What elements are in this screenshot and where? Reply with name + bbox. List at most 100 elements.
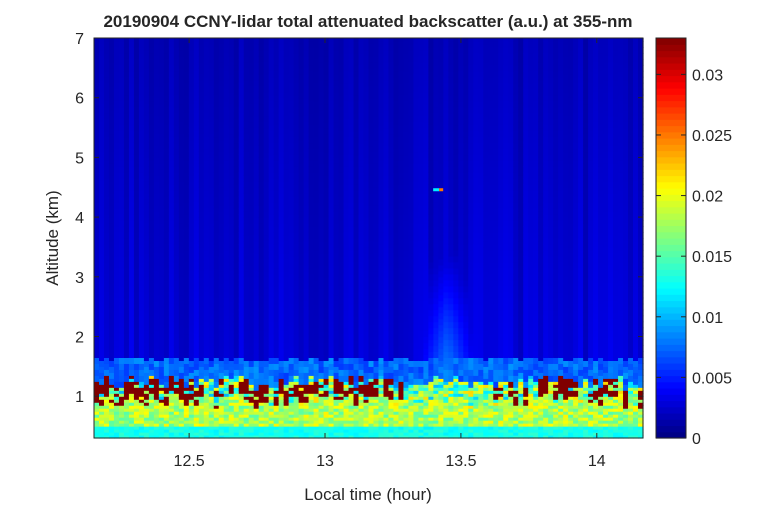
heatmap-cell (248, 384, 255, 388)
heatmap-cell (118, 220, 125, 227)
heatmap-cell (343, 40, 350, 48)
heatmap-cell (94, 160, 100, 167)
heatmap-cell (248, 175, 255, 182)
heatmap-cell (248, 426, 255, 430)
heatmap-cell (323, 276, 330, 284)
heatmap-cell (218, 264, 225, 272)
heatmap-cell (103, 357, 110, 364)
heatmap-cell (378, 220, 385, 227)
heatmap-cell (263, 229, 270, 236)
heatmap-cell (183, 154, 190, 161)
heatmap-cell (138, 160, 145, 167)
heatmap-cell (388, 61, 395, 69)
heatmap-cell (193, 46, 200, 54)
heatmap-cell (108, 205, 115, 212)
heatmap-cell (193, 249, 200, 257)
heatmap-cell (98, 411, 105, 415)
heatmap-cell (198, 205, 205, 212)
heatmap-cell (338, 38, 345, 42)
heatmap-cell (373, 193, 380, 200)
heatmap-cell (203, 124, 210, 132)
heatmap-cell (318, 79, 325, 87)
heatmap-cell (108, 127, 115, 135)
heatmap-cell (263, 175, 270, 182)
heatmap-cell (108, 73, 115, 81)
heatmap-cell (123, 166, 130, 173)
heatmap-cell (208, 229, 215, 236)
heatmap-cell (258, 235, 265, 242)
heatmap-cell (323, 423, 330, 427)
heatmap-cell (113, 172, 120, 179)
heatmap-cell (303, 240, 310, 248)
heatmap-cell (333, 163, 340, 170)
heatmap-cell (383, 318, 390, 326)
heatmap-cell (173, 414, 180, 418)
heatmap-cell (318, 73, 325, 81)
heatmap-cell (383, 246, 390, 254)
heatmap-cell (288, 393, 295, 397)
heatmap-cell (368, 381, 375, 385)
heatmap-cell (198, 411, 205, 415)
heatmap-cell (343, 214, 350, 221)
heatmap-cell (348, 38, 355, 42)
heatmap-cell (163, 38, 170, 42)
heatmap-cell (333, 205, 340, 212)
heatmap-cell (343, 160, 350, 167)
heatmap-cell (403, 46, 410, 54)
heatmap-cell (193, 136, 200, 144)
heatmap-cell (293, 429, 300, 433)
heatmap-cell (368, 115, 375, 123)
heatmap-cell (103, 243, 110, 251)
heatmap-cell (213, 190, 220, 197)
heatmap-cell (268, 148, 275, 156)
heatmap-cell (238, 208, 245, 215)
heatmap-cell (143, 399, 150, 403)
heatmap-cell (103, 408, 110, 412)
heatmap-cell (188, 252, 195, 260)
heatmap-cell (358, 226, 365, 233)
heatmap-cell (283, 145, 290, 153)
heatmap-cell (258, 163, 265, 170)
heatmap-cell (293, 327, 300, 335)
heatmap-cell (228, 73, 235, 81)
heatmap-cell (218, 49, 225, 57)
heatmap-cell (243, 399, 250, 403)
heatmap-cell (363, 288, 370, 296)
heatmap-cell (213, 321, 220, 329)
heatmap-cell (283, 109, 290, 117)
heatmap-cell (318, 300, 325, 308)
heatmap-cell (158, 115, 165, 123)
heatmap-cell (163, 285, 170, 293)
heatmap-cell (233, 214, 240, 221)
heatmap-cell (238, 420, 245, 424)
heatmap-cell (383, 414, 390, 418)
heatmap-cell (193, 297, 200, 305)
heatmap-cell (233, 70, 240, 78)
heatmap-cell (198, 73, 205, 81)
heatmap-cell (258, 61, 265, 69)
heatmap-cell (128, 411, 135, 415)
heatmap-cell (183, 226, 190, 233)
heatmap-cell (313, 363, 320, 370)
heatmap-cell (263, 378, 270, 385)
heatmap-cell (188, 258, 195, 266)
heatmap-cell (188, 121, 195, 129)
heatmap-cell (268, 249, 275, 257)
heatmap-cell (193, 381, 200, 388)
heatmap-cell (168, 285, 175, 293)
heatmap-cell (208, 405, 215, 409)
heatmap-cell (293, 94, 300, 102)
heatmap-cell (333, 55, 340, 63)
heatmap-cell (368, 145, 375, 153)
heatmap-cell (378, 420, 385, 424)
heatmap-cell (263, 270, 270, 278)
heatmap-cell (408, 217, 415, 224)
heatmap-cell (228, 43, 235, 51)
heatmap-cell (168, 339, 175, 347)
heatmap-cell (393, 46, 400, 54)
heatmap-cell (238, 273, 245, 281)
heatmap-cell (223, 384, 230, 388)
heatmap-cell (238, 432, 245, 436)
heatmap-cell (223, 309, 230, 317)
heatmap-cell (253, 390, 260, 394)
